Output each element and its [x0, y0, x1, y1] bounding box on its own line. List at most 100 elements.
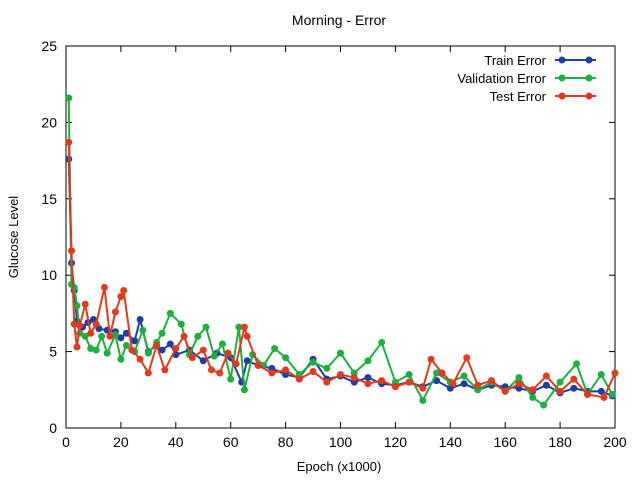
data-point	[240, 323, 248, 331]
legend-label: Test Error	[490, 89, 547, 104]
data-point	[153, 341, 161, 349]
y-tick-label: 5	[49, 344, 57, 360]
data-point	[100, 283, 108, 291]
data-point	[235, 323, 243, 331]
data-point	[364, 357, 372, 365]
series-layer	[65, 94, 619, 409]
data-point	[323, 378, 331, 386]
data-point	[268, 369, 276, 377]
data-point	[243, 357, 251, 365]
data-point	[271, 345, 279, 353]
data-point	[128, 346, 136, 354]
data-point	[391, 383, 399, 391]
data-point	[449, 380, 457, 388]
data-point	[177, 320, 185, 328]
data-point	[254, 361, 262, 369]
data-point	[161, 366, 169, 374]
data-point	[120, 286, 128, 294]
data-point	[427, 355, 435, 363]
data-point	[542, 381, 550, 389]
data-point	[180, 332, 188, 340]
data-point	[210, 352, 218, 360]
legend-marker	[585, 74, 593, 82]
data-point	[111, 308, 119, 316]
data-point	[463, 354, 471, 362]
data-point	[542, 372, 550, 380]
data-point	[166, 309, 174, 317]
series-line	[67, 97, 614, 407]
series-test-error	[65, 138, 619, 401]
data-point	[529, 386, 537, 394]
data-point	[139, 326, 147, 334]
x-tick-label: 20	[113, 434, 129, 450]
legend-label: Train Error	[484, 53, 546, 68]
data-point	[540, 401, 548, 409]
x-tick-label: 180	[548, 434, 572, 450]
data-point	[73, 302, 81, 310]
data-point	[529, 393, 537, 401]
data-point	[364, 380, 372, 388]
data-point	[460, 372, 468, 380]
legend-marker	[558, 92, 566, 100]
data-point	[106, 332, 114, 340]
data-point	[350, 374, 358, 382]
data-point	[207, 366, 215, 374]
data-point	[131, 337, 139, 345]
axis-ticks: 0 20 40 60 80 100 120 140 160 180 200 0 5 10 15 20 25	[41, 38, 626, 450]
data-point	[570, 384, 578, 392]
legend-marker	[558, 56, 566, 64]
data-point	[87, 345, 95, 353]
data-point	[501, 387, 509, 395]
x-tick-label: 0	[62, 434, 70, 450]
x-axis-label: Epoch (x1000)	[297, 459, 382, 474]
data-point	[419, 384, 427, 392]
data-point	[232, 360, 240, 368]
data-point	[337, 371, 344, 379]
x-tick-label: 160	[494, 434, 518, 450]
data-point	[227, 375, 235, 383]
data-point	[240, 386, 248, 394]
data-point	[172, 345, 180, 353]
data-point	[199, 357, 207, 365]
data-point	[117, 293, 125, 301]
data-point	[92, 320, 100, 328]
data-point	[515, 380, 523, 388]
y-axis-label: Glucose Level	[6, 196, 21, 278]
y-tick-label: 25	[41, 38, 57, 54]
data-point	[166, 340, 174, 348]
series-train-error	[65, 155, 616, 400]
x-tick-label: 60	[223, 434, 239, 450]
data-point	[103, 349, 111, 357]
data-point	[122, 329, 130, 337]
data-point	[111, 331, 119, 339]
data-point	[218, 340, 226, 348]
series-validation-error	[65, 94, 616, 409]
data-point	[460, 380, 468, 388]
legend-marker	[585, 56, 593, 64]
data-point	[199, 346, 207, 354]
data-point	[65, 138, 73, 146]
data-point	[405, 378, 413, 386]
data-point	[364, 374, 372, 382]
data-point	[194, 332, 202, 340]
data-point	[309, 367, 317, 375]
y-tick-label: 0	[49, 420, 57, 436]
chart-legend: Train Error Validation Error Test Error	[457, 53, 596, 104]
data-point	[117, 334, 125, 342]
data-point	[67, 247, 75, 255]
legend-label: Validation Error	[457, 71, 546, 86]
data-point	[136, 316, 144, 324]
data-point	[76, 322, 84, 330]
y-tick-label: 15	[41, 191, 57, 207]
data-point	[224, 349, 232, 357]
data-point	[73, 343, 81, 351]
data-point	[570, 375, 578, 383]
data-point	[309, 358, 317, 366]
x-tick-label: 140	[439, 434, 463, 450]
data-point	[98, 332, 106, 340]
data-point	[282, 354, 290, 362]
data-point	[433, 369, 441, 377]
x-tick-label: 40	[168, 434, 184, 450]
data-point	[608, 390, 616, 398]
